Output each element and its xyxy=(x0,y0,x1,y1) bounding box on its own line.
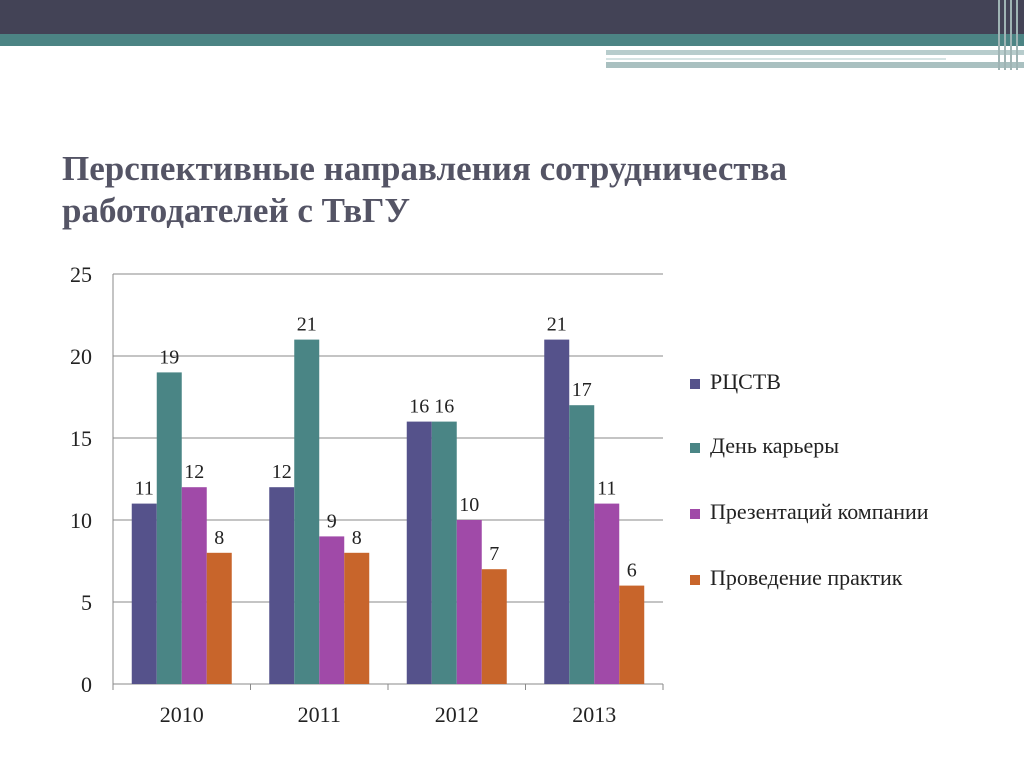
data-label: 19 xyxy=(159,346,179,368)
legend-item: Презентаций компании xyxy=(690,498,980,525)
data-label: 11 xyxy=(135,478,154,500)
header-teal-band xyxy=(0,34,1024,46)
x-tick-label: 2013 xyxy=(572,702,616,727)
y-tick-label: 15 xyxy=(70,426,92,451)
legend-label: День карьеры xyxy=(710,433,840,458)
y-tick-label: 25 xyxy=(70,262,92,287)
x-tick-label: 2010 xyxy=(160,702,204,727)
bar xyxy=(481,569,507,684)
header-accent-line xyxy=(606,58,946,60)
legend-swatch xyxy=(690,575,700,585)
bar xyxy=(319,536,345,684)
data-label: 9 xyxy=(327,510,337,532)
bar xyxy=(431,421,457,684)
data-label: 11 xyxy=(597,478,616,500)
data-label: 7 xyxy=(489,543,499,565)
bar xyxy=(269,487,295,684)
data-label: 10 xyxy=(459,494,479,516)
data-label: 8 xyxy=(352,527,362,549)
legend-swatch xyxy=(690,443,700,453)
legend-label: Презентаций компании xyxy=(710,499,929,524)
x-tick-label: 2012 xyxy=(435,702,479,727)
data-label: 16 xyxy=(409,396,429,418)
bar xyxy=(156,372,182,684)
bar xyxy=(131,503,157,684)
legend-label: Проведение практик xyxy=(710,565,903,590)
data-label: 21 xyxy=(297,314,317,336)
slide-title-line-2: работодателей с ТвГУ xyxy=(62,191,411,230)
slide-title-line-1: Перспективные направления сотрудничества xyxy=(62,149,787,188)
x-tick-label: 2011 xyxy=(298,702,341,727)
bar xyxy=(544,339,570,684)
y-tick-label: 0 xyxy=(81,672,92,697)
data-label: 16 xyxy=(434,396,454,418)
data-label: 8 xyxy=(214,527,224,549)
bar xyxy=(206,552,232,684)
data-label: 12 xyxy=(272,461,292,483)
bar xyxy=(456,520,482,684)
data-label: 12 xyxy=(184,461,204,483)
header-dark-band xyxy=(0,0,1024,34)
slide-title: Перспективные направления сотрудничества… xyxy=(62,148,962,232)
legend-item: День карьеры xyxy=(690,432,980,459)
header-accent-line xyxy=(606,50,1024,55)
legend-swatch xyxy=(690,509,700,519)
bar xyxy=(294,339,320,684)
bar xyxy=(594,503,620,684)
bar xyxy=(406,421,432,684)
legend-item: РЦСТВ xyxy=(690,368,980,395)
header-stripes xyxy=(994,0,1024,70)
header-accent-line xyxy=(606,62,1024,68)
data-label: 21 xyxy=(547,314,567,336)
data-label: 17 xyxy=(572,379,592,401)
bar xyxy=(619,585,645,684)
y-tick-label: 5 xyxy=(81,590,92,615)
y-tick-label: 10 xyxy=(70,508,92,533)
legend-label: РЦСТВ xyxy=(710,369,781,394)
data-label: 6 xyxy=(627,560,637,582)
legend-item: Проведение практик xyxy=(690,564,980,591)
bar xyxy=(181,487,207,684)
bar xyxy=(344,552,370,684)
y-tick-label: 20 xyxy=(70,344,92,369)
legend-swatch xyxy=(690,379,700,389)
bar xyxy=(569,405,595,684)
